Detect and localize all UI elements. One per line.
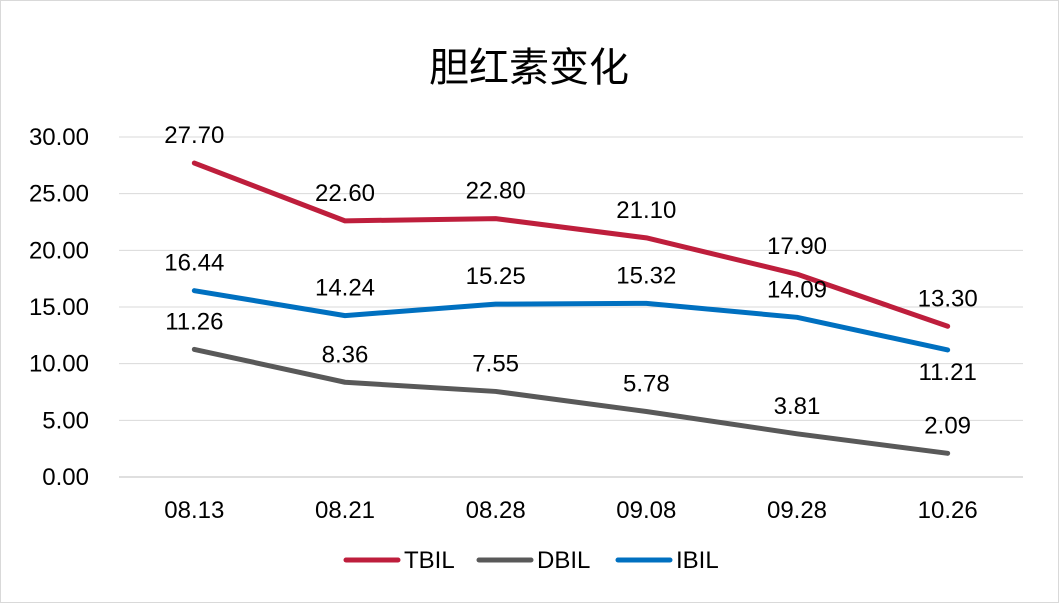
- y-tick-label: 0.00: [42, 464, 89, 491]
- x-axis-ticks: 08.13 08.21 08.28 09.08 09.28 10.26: [164, 497, 977, 524]
- data-label-dbil: 2.09: [924, 412, 971, 439]
- data-label-tbil: 22.80: [466, 178, 526, 205]
- data-label-ibil: 15.25: [466, 263, 526, 290]
- x-tick-label: 08.13: [164, 497, 224, 524]
- y-tick-label: 20.00: [29, 237, 89, 264]
- series-line-ibil: [194, 291, 947, 350]
- data-label-ibil: 14.09: [767, 276, 827, 303]
- data-label-tbil: 17.90: [767, 233, 827, 260]
- x-tick-label: 09.08: [616, 497, 676, 524]
- x-tick-label: 08.21: [315, 497, 375, 524]
- data-label-ibil: 16.44: [164, 250, 224, 277]
- legend-label-ibil: IBIL: [676, 547, 719, 574]
- chart-title: 胆红素变化: [429, 45, 629, 91]
- data-label-dbil: 3.81: [774, 393, 821, 420]
- y-tick-label: 10.00: [29, 351, 89, 378]
- data-label-tbil: 22.60: [315, 180, 375, 207]
- data-label-dbil: 8.36: [322, 341, 369, 368]
- data-label-dbil: 7.55: [472, 350, 519, 377]
- data-label-ibil: 14.24: [315, 275, 375, 302]
- series-line-dbil: [194, 349, 947, 453]
- data-labels: 27.70 22.60 22.80 21.10 17.90 13.30 11.26 8.36 7…: [164, 122, 977, 439]
- data-label-dbil: 11.26: [165, 308, 223, 335]
- data-label-tbil: 13.30: [918, 285, 978, 312]
- y-tick-label: 25.00: [29, 181, 89, 208]
- y-tick-label: 30.00: [29, 124, 89, 151]
- y-tick-label: 5.00: [42, 407, 89, 434]
- y-axis-ticks: 0.00 5.00 10.00 15.00 20.00 25.00 30.00: [29, 124, 89, 491]
- x-tick-label: 10.26: [918, 497, 978, 524]
- data-label-dbil: 5.78: [623, 370, 670, 397]
- legend: TBIL DBIL IBIL: [346, 547, 719, 574]
- data-label-tbil: 21.10: [616, 197, 676, 224]
- x-tick-label: 08.28: [466, 497, 526, 524]
- legend-label-tbil: TBIL: [404, 547, 455, 574]
- data-label-tbil: 27.70: [164, 122, 224, 149]
- series-lines: [194, 163, 947, 453]
- x-tick-label: 09.28: [767, 497, 827, 524]
- y-tick-label: 15.00: [29, 294, 89, 321]
- data-label-ibil: 15.32: [616, 262, 676, 289]
- legend-label-dbil: DBIL: [537, 547, 590, 574]
- data-label-ibil: 11.21: [919, 359, 977, 386]
